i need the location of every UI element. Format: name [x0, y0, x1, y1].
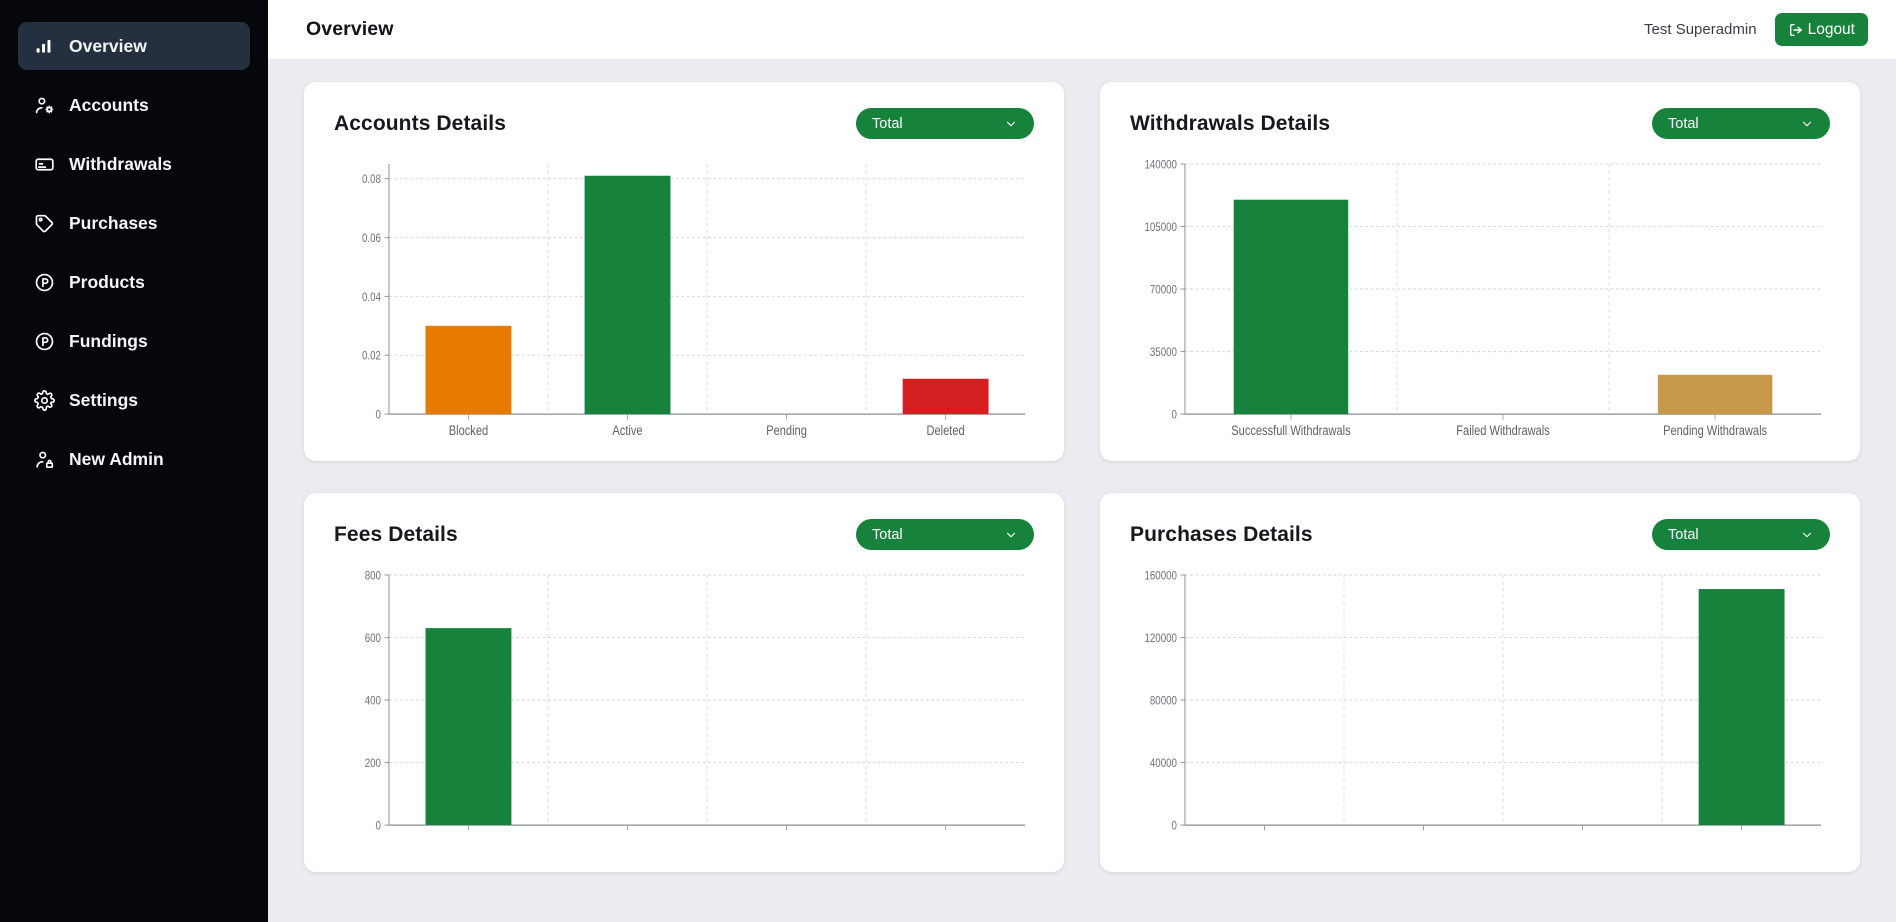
chevron-down-icon — [1800, 117, 1814, 131]
user-lock-icon — [34, 449, 55, 470]
sidebar-item-overview[interactable]: Overview — [18, 22, 250, 70]
chevron-down-icon — [1004, 528, 1018, 542]
svg-text:Pending: Pending — [766, 423, 807, 438]
sidebar-item-purchases[interactable]: Purchases — [18, 199, 250, 247]
card-title: Withdrawals Details — [1130, 111, 1331, 135]
card-withdrawals-details: Withdrawals Details Total 0 35000 70000 10500… — [1100, 82, 1860, 461]
svg-text:400: 400 — [365, 695, 381, 708]
svg-text:Failed Withdrawals: Failed Withdrawals — [1456, 423, 1549, 438]
svg-text:0.04: 0.04 — [362, 291, 381, 304]
svg-text:600: 600 — [365, 632, 381, 645]
card-purchases-details: Purchases Details Total 0 40000 80000 120000 1… — [1100, 493, 1860, 872]
svg-text:105000: 105000 — [1144, 221, 1176, 234]
bar-chart: 0 40000 80000 120000 160000 — [1130, 564, 1830, 858]
bar-chart-icon — [34, 36, 55, 57]
svg-text:40000: 40000 — [1150, 757, 1177, 770]
svg-text:Successfull Withdrawals: Successfull Withdrawals — [1231, 423, 1350, 438]
bar — [425, 325, 512, 415]
svg-text:Blocked: Blocked — [449, 423, 488, 438]
page-title: Overview — [306, 18, 394, 40]
topbar-right: Test Superadmin Logout — [1644, 13, 1868, 46]
card-title: Fees Details — [334, 522, 458, 546]
svg-text:0.08: 0.08 — [362, 173, 381, 186]
svg-text:140000: 140000 — [1144, 158, 1176, 171]
topbar: Overview Test Superadmin Logout — [268, 0, 1896, 59]
svg-text:0: 0 — [1172, 820, 1177, 833]
cards-grid: Accounts Details Total 0 0.02 0.04 0.06 0.08 Bl… — [268, 59, 1896, 922]
card-accounts-details: Accounts Details Total 0 0.02 0.04 0.06 0.08 Bl… — [304, 82, 1064, 461]
card-header: Fees Details Total — [334, 519, 1034, 550]
period-filter-value: Total — [1668, 526, 1699, 543]
sidebar-item-accounts[interactable]: Accounts — [18, 81, 250, 129]
svg-text:0: 0 — [1172, 409, 1177, 422]
card-header: Withdrawals Details Total — [1130, 108, 1830, 139]
logout-label: Logout — [1807, 20, 1855, 38]
svg-text:35000: 35000 — [1150, 346, 1177, 359]
sidebar-item-withdrawals[interactable]: Withdrawals — [18, 140, 250, 188]
card-icon — [34, 154, 55, 175]
svg-text:120000: 120000 — [1144, 632, 1176, 645]
sidebar-item-label: Overview — [69, 35, 147, 56]
sidebar-item-label: Products — [69, 271, 145, 292]
gear-icon — [34, 389, 55, 411]
bar-chart: 0 35000 70000 105000 140000 Successfull Withd… — [1130, 153, 1830, 447]
main-area: Overview Test Superadmin Logout Accounts… — [268, 0, 1896, 922]
sidebar-item-label: Purchases — [69, 212, 158, 233]
svg-text:Active: Active — [612, 423, 642, 438]
bar — [902, 378, 989, 415]
svg-text:160000: 160000 — [1144, 569, 1176, 582]
card-title: Purchases Details — [1130, 522, 1313, 546]
bar — [1233, 199, 1349, 415]
svg-text:200: 200 — [365, 757, 381, 770]
period-filter-value: Total — [872, 115, 903, 132]
bar — [1657, 374, 1773, 415]
sidebar-item-label: Withdrawals — [69, 153, 172, 174]
sidebar-item-settings[interactable]: Settings — [18, 376, 250, 424]
circle-p-icon — [34, 272, 55, 293]
svg-text:0.06: 0.06 — [362, 232, 381, 245]
svg-text:0.02: 0.02 — [362, 350, 381, 363]
user-cog-icon — [34, 95, 55, 116]
sidebar-item-label: Fundings — [69, 330, 148, 351]
svg-text:Pending Withdrawals: Pending Withdrawals — [1663, 423, 1767, 438]
svg-text:0: 0 — [376, 409, 381, 422]
svg-text:80000: 80000 — [1150, 695, 1177, 708]
chevron-down-icon — [1800, 528, 1814, 542]
svg-text:0: 0 — [376, 820, 381, 833]
card-title: Accounts Details — [334, 111, 506, 135]
current-user-name: Test Superadmin — [1644, 21, 1757, 38]
bar — [584, 175, 671, 415]
sidebar-item-new-admin[interactable]: New Admin — [18, 435, 250, 483]
sidebar-item-label: New Admin — [69, 448, 164, 469]
period-filter-select[interactable]: Total — [856, 108, 1034, 139]
period-filter-value: Total — [872, 526, 903, 543]
card-header: Accounts Details Total — [334, 108, 1034, 139]
sidebar: Overview Accounts Withdrawals Purchases Prod… — [0, 0, 268, 922]
chevron-down-icon — [1004, 117, 1018, 131]
period-filter-value: Total — [1668, 115, 1699, 132]
period-filter-select[interactable]: Total — [1652, 108, 1830, 139]
svg-text:Deleted: Deleted — [927, 423, 965, 438]
card-header: Purchases Details Total — [1130, 519, 1830, 550]
svg-text:70000: 70000 — [1150, 284, 1177, 297]
logout-icon — [1788, 22, 1804, 38]
logout-button[interactable]: Logout — [1774, 13, 1868, 46]
sidebar-item-label: Accounts — [69, 94, 149, 115]
tag-icon — [34, 213, 55, 234]
circle-p-icon — [34, 331, 55, 352]
bar — [425, 628, 512, 826]
period-filter-select[interactable]: Total — [856, 519, 1034, 550]
bar-chart: 0 0.02 0.04 0.06 0.08 Blocked Active Pending Del… — [334, 153, 1034, 447]
bar-chart: 0 200 400 600 800 — [334, 564, 1034, 858]
sidebar-item-fundings[interactable]: Fundings — [18, 317, 250, 365]
period-filter-select[interactable]: Total — [1652, 519, 1830, 550]
sidebar-item-label: Settings — [69, 389, 139, 410]
svg-text:800: 800 — [365, 569, 381, 582]
bar — [1698, 589, 1785, 826]
sidebar-item-products[interactable]: Products — [18, 258, 250, 306]
card-fees-details: Fees Details Total 0 200 400 600 800 — [304, 493, 1064, 872]
